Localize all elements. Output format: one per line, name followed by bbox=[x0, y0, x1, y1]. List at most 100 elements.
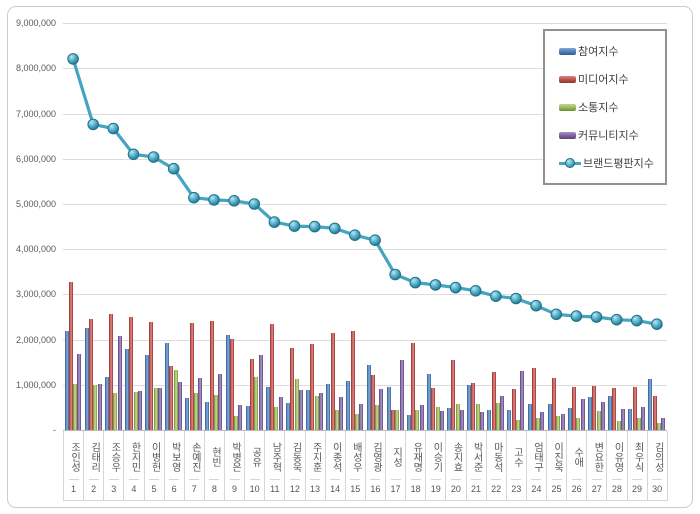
bar-community bbox=[480, 412, 484, 430]
bar-communication bbox=[153, 388, 158, 430]
bar-participation bbox=[84, 327, 89, 430]
x-axis-cell: 김영광 16 bbox=[366, 431, 386, 500]
x-axis-rank-label: 1 bbox=[71, 484, 77, 494]
bar-participation bbox=[527, 404, 532, 430]
bar-community bbox=[157, 388, 162, 430]
x-axis-rank-label: 15 bbox=[350, 484, 361, 494]
line-marker bbox=[188, 191, 200, 204]
bar-community bbox=[117, 336, 122, 430]
line-marker bbox=[349, 229, 361, 241]
y-axis-tick-label: 7,000,000 bbox=[15, 108, 56, 119]
bar-media bbox=[209, 321, 214, 430]
legend-item-total: 브랜드평판지수 bbox=[559, 155, 661, 171]
x-axis-cell: 김태리 2 bbox=[84, 431, 105, 500]
x-axis-rank-label: 12 bbox=[289, 484, 300, 494]
x-axis-rank-label: 21 bbox=[471, 484, 482, 494]
x-axis-cell: 최우식 29 bbox=[628, 431, 648, 500]
x-axis-category-label: 마동석 bbox=[491, 431, 502, 480]
x-axis-rank-label: 5 bbox=[151, 484, 157, 494]
bar-media bbox=[592, 385, 597, 430]
bar-media bbox=[652, 395, 657, 430]
bar-communication bbox=[415, 410, 420, 430]
x-axis-category-label: 손예진 bbox=[189, 431, 200, 480]
line-marker bbox=[651, 318, 663, 331]
legend-label: 브랜드평판지수 bbox=[583, 158, 654, 170]
x-axis-category-label: 이유영 bbox=[611, 431, 623, 480]
y-axis-tick-label: 5,000,000 bbox=[15, 199, 56, 209]
bar-media bbox=[451, 360, 456, 430]
x-axis-category-label: 송지효 bbox=[450, 431, 462, 480]
bar-participation bbox=[587, 396, 592, 430]
bar-communication bbox=[455, 403, 460, 430]
x-axis-cell: 고수 23 bbox=[507, 431, 527, 500]
x-axis-rank-label: 23 bbox=[511, 484, 522, 494]
bar-communication bbox=[133, 391, 138, 430]
bar-community bbox=[137, 391, 142, 430]
x-axis-rank-label: 28 bbox=[611, 484, 622, 494]
x-axis-cell: 조승우 3 bbox=[104, 431, 125, 500]
x-axis-cell: 이유영 28 bbox=[607, 431, 628, 500]
bar-communication bbox=[193, 393, 198, 430]
x-axis-cell: 공유 10 bbox=[245, 431, 266, 500]
bar-media bbox=[330, 332, 335, 430]
x-axis-rank-label: 18 bbox=[410, 484, 421, 494]
legend-item-participation: 참여지수 bbox=[559, 43, 661, 59]
bar-community bbox=[520, 370, 525, 430]
x-axis-cell: 변요한 27 bbox=[587, 431, 608, 500]
x-axis-cell: 박보영 6 bbox=[165, 431, 185, 500]
bar-communication bbox=[334, 409, 339, 430]
bar-communication bbox=[495, 403, 500, 430]
legend-item-community: 커뮤니티지수 bbox=[559, 127, 661, 143]
bar-participation bbox=[447, 407, 451, 430]
bar-community bbox=[298, 390, 303, 430]
bar-communication bbox=[395, 410, 400, 430]
gridline bbox=[63, 384, 667, 386]
legend-line-marker-icon bbox=[559, 158, 581, 168]
bar-participation bbox=[205, 402, 210, 430]
x-axis-category-label: 현빈 bbox=[209, 431, 220, 480]
x-axis-rank-label: 9 bbox=[232, 484, 238, 494]
x-axis-line bbox=[63, 430, 667, 431]
bar-community bbox=[77, 353, 82, 430]
x-axis-rank-label: 19 bbox=[430, 484, 441, 494]
bar-community bbox=[319, 393, 323, 430]
x-axis-rank-label: 22 bbox=[491, 484, 502, 494]
x-axis-category-label: 이진욱 bbox=[551, 431, 563, 480]
y-axis-tick-label: - bbox=[53, 425, 56, 435]
bar-communication bbox=[475, 403, 480, 430]
bar-participation bbox=[406, 415, 411, 430]
bar-participation bbox=[648, 378, 653, 430]
legend-item-communication: 소통지수 bbox=[559, 99, 661, 115]
bar-community bbox=[540, 412, 545, 430]
line-marker bbox=[429, 279, 442, 291]
y-axis-tick-label: 1,000,000 bbox=[15, 379, 56, 390]
bar-communication bbox=[214, 395, 218, 430]
x-axis-cell: 수애 26 bbox=[567, 431, 588, 500]
line-marker bbox=[530, 299, 542, 312]
x-axis-rank-label: 7 bbox=[191, 484, 197, 494]
x-axis-category-label: 이병헌 bbox=[149, 431, 160, 480]
bar-community bbox=[439, 411, 444, 430]
line-marker bbox=[329, 222, 341, 235]
x-axis-category-label: 고수 bbox=[511, 431, 522, 480]
x-axis-category-label: 김의성 bbox=[652, 431, 663, 480]
bar-community bbox=[278, 396, 283, 430]
bar-community bbox=[661, 418, 666, 430]
legend-label: 미디어지수 bbox=[578, 74, 629, 86]
gridline bbox=[63, 249, 667, 251]
bar-media bbox=[511, 388, 516, 430]
x-axis-rank-label: 25 bbox=[551, 484, 562, 494]
bar-communication bbox=[516, 420, 520, 430]
x-axis-rank-label: 8 bbox=[211, 484, 217, 494]
bar-participation bbox=[487, 409, 492, 430]
y-axis-tick-label: 9,000,000 bbox=[15, 18, 56, 29]
legend-swatch-icon bbox=[559, 131, 576, 139]
line-marker bbox=[490, 290, 502, 303]
bar-participation bbox=[225, 335, 230, 430]
line-marker bbox=[389, 268, 402, 281]
bar-communication bbox=[73, 384, 78, 430]
bar-media bbox=[129, 316, 134, 430]
x-axis-category-label: 조인성 bbox=[68, 431, 80, 480]
x-axis-rank-label: 13 bbox=[310, 484, 321, 494]
x-axis-category-label: 변요한 bbox=[591, 431, 603, 480]
